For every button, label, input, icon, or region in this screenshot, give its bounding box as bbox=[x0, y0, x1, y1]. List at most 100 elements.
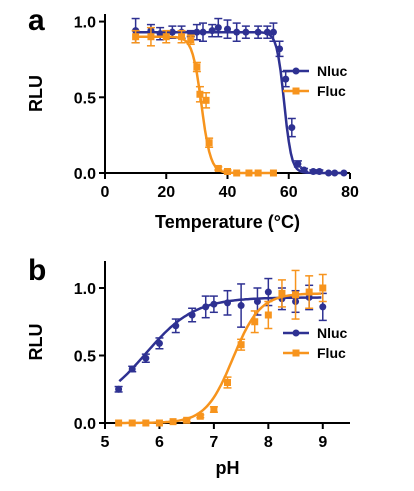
data-point bbox=[263, 28, 271, 36]
data-point bbox=[264, 288, 272, 296]
data-point bbox=[142, 354, 150, 362]
data-point bbox=[202, 303, 210, 311]
data-point bbox=[224, 25, 231, 33]
legend-label-fluc: Fluc bbox=[317, 83, 346, 99]
legend-label-fluc: Fluc bbox=[317, 345, 346, 361]
data-point bbox=[115, 385, 123, 393]
legend-label-nluc: Nluc bbox=[317, 63, 348, 79]
data-point bbox=[331, 169, 339, 177]
data-point bbox=[115, 419, 123, 427]
data-point bbox=[224, 167, 231, 175]
data-point bbox=[340, 169, 348, 177]
data-point bbox=[292, 291, 300, 299]
chart-panel-b: 5 6 7 8 9 0.0 0.5 1.0 pH RLU Nluc Fluc bbox=[26, 261, 350, 478]
fit-curve-fluc bbox=[135, 35, 273, 175]
data-point bbox=[155, 419, 163, 427]
data-point bbox=[224, 299, 231, 307]
data-point bbox=[196, 412, 204, 420]
data-point bbox=[193, 28, 201, 36]
data-point bbox=[224, 379, 231, 386]
x-tick-label: 8 bbox=[264, 434, 273, 451]
data-point bbox=[202, 96, 210, 104]
data-point bbox=[208, 27, 216, 35]
data-point bbox=[276, 45, 284, 53]
data-point bbox=[214, 24, 222, 32]
data-point bbox=[254, 28, 262, 36]
x-axis-title: pH bbox=[216, 458, 240, 478]
x-tick-label: 60 bbox=[280, 184, 298, 201]
data-point bbox=[142, 419, 150, 427]
data-point bbox=[319, 303, 327, 311]
data-point bbox=[132, 33, 140, 41]
data-point bbox=[305, 288, 313, 296]
x-tick-label: 0 bbox=[101, 184, 110, 201]
fit-curve-fluc bbox=[119, 292, 322, 425]
x-tick-label: 20 bbox=[157, 184, 175, 201]
data-point bbox=[162, 33, 170, 41]
series-nluc bbox=[114, 277, 327, 393]
y-tick-label: 1.0 bbox=[74, 15, 96, 32]
data-point bbox=[264, 311, 272, 319]
fit-curve-nluc bbox=[118, 296, 322, 383]
chart-panel-a: 0 20 40 60 80 0.0 0.5 1.0 Temperature (°C) RLU Nlu… bbox=[26, 14, 359, 232]
data-point bbox=[269, 28, 277, 36]
data-point bbox=[325, 169, 333, 177]
y-tick-label: 0.5 bbox=[74, 90, 96, 107]
data-point bbox=[188, 311, 196, 319]
y-tick-label: 0.0 bbox=[74, 166, 96, 183]
y-axis-title: RLU bbox=[26, 324, 46, 361]
panel-label-a: a bbox=[28, 4, 45, 37]
panel-label-b: b bbox=[28, 254, 46, 287]
data-point bbox=[233, 28, 241, 36]
legend-marker-fluc bbox=[292, 87, 300, 95]
data-point bbox=[210, 406, 218, 413]
x-tick-label: 6 bbox=[155, 434, 164, 451]
legend-marker-nluc bbox=[292, 67, 300, 75]
data-point bbox=[269, 169, 277, 177]
data-point bbox=[214, 164, 222, 172]
data-point bbox=[128, 419, 136, 427]
data-point bbox=[315, 167, 323, 175]
x-tick-label: 5 bbox=[101, 434, 110, 451]
y-tick-label: 0.5 bbox=[74, 349, 96, 366]
x-tick-label: 80 bbox=[341, 184, 359, 201]
data-point bbox=[210, 300, 218, 308]
data-point bbox=[205, 139, 213, 147]
data-point bbox=[193, 63, 201, 71]
data-point bbox=[183, 416, 191, 424]
data-point bbox=[178, 33, 186, 41]
legend-label-nluc: Nluc bbox=[317, 325, 348, 341]
data-point bbox=[300, 166, 308, 174]
data-point bbox=[294, 160, 302, 168]
y-tick-label: 0.0 bbox=[74, 416, 96, 433]
data-point bbox=[242, 28, 250, 36]
legend-marker-fluc bbox=[292, 349, 300, 357]
data-point bbox=[319, 284, 327, 292]
data-point bbox=[254, 169, 262, 177]
data-point bbox=[253, 298, 261, 305]
data-point bbox=[128, 365, 136, 373]
series-fluc bbox=[131, 26, 277, 177]
data-point bbox=[196, 90, 204, 98]
x-tick-label: 9 bbox=[318, 434, 327, 451]
data-point bbox=[237, 302, 245, 310]
data-point bbox=[156, 30, 164, 38]
data-point bbox=[245, 169, 253, 177]
y-axis-title: RLU bbox=[26, 75, 46, 112]
data-point bbox=[282, 75, 290, 83]
legend-marker-nluc bbox=[292, 329, 300, 337]
fit-curve-nluc bbox=[135, 30, 344, 175]
data-point bbox=[187, 36, 195, 44]
data-point bbox=[237, 341, 245, 349]
data-point bbox=[169, 418, 177, 426]
data-point bbox=[172, 322, 180, 330]
data-point bbox=[147, 33, 155, 41]
series-fluc bbox=[115, 269, 327, 427]
x-axis-title: Temperature (°C) bbox=[155, 212, 300, 232]
y-tick-label: 1.0 bbox=[74, 281, 96, 298]
data-point bbox=[251, 318, 259, 326]
x-tick-label: 7 bbox=[209, 434, 218, 451]
data-point bbox=[309, 167, 317, 175]
data-point bbox=[233, 169, 241, 177]
